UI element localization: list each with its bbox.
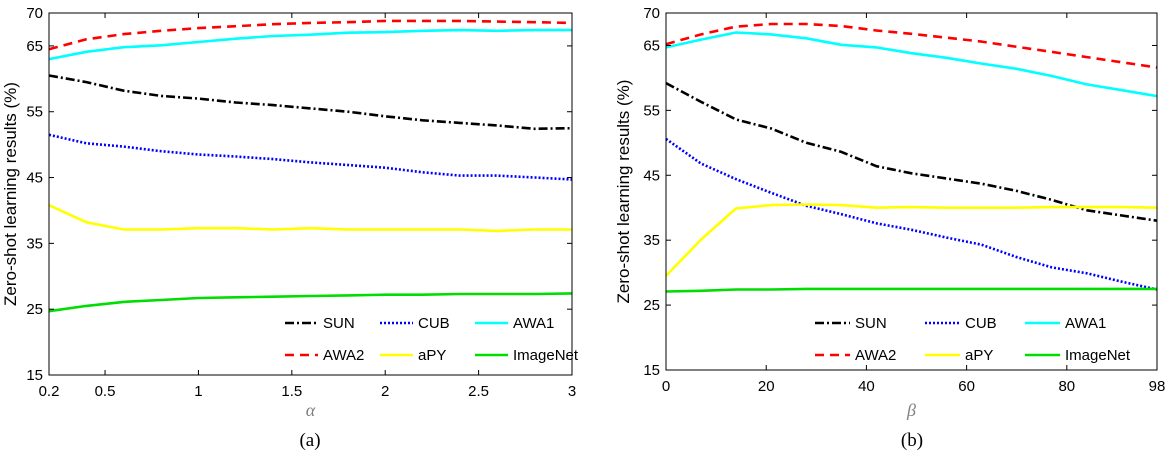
y-tick-label: 35 — [26, 235, 43, 252]
series-layer — [665, 22, 1158, 293]
y-axis-title: Zero-shot learning results (%) — [1, 82, 20, 306]
y-axis: 15 25 35 45 55 65 70 — [26, 5, 572, 384]
x-tick-label: 1.5 — [281, 383, 302, 400]
legend-label: AWA1 — [1065, 315, 1106, 332]
y-tick-label: 55 — [26, 104, 43, 121]
x-tick-label: 60 — [958, 378, 975, 395]
x-tick-label: 1 — [194, 383, 202, 400]
legend: SUN CUB AWA1 AWA2 aPY ImageNet — [285, 315, 579, 364]
legend-label: AWA1 — [513, 315, 554, 332]
y-tick-label: 65 — [643, 37, 660, 54]
series-line-awa2 — [665, 22, 1158, 69]
legend-item-awa1: AWA1 — [475, 315, 554, 332]
plot-frame — [665, 12, 1158, 371]
legend-label: AWA2 — [855, 347, 896, 364]
y-tick-label: 65 — [26, 38, 43, 55]
series-line-cub — [48, 133, 573, 181]
legend-item-cub: CUB — [925, 315, 997, 332]
legend-item-cub: CUB — [380, 315, 450, 332]
x-tick-label: 2.5 — [468, 383, 489, 400]
series-line-imagenet — [48, 292, 573, 313]
y-tick-label: 15 — [26, 367, 43, 384]
x-axis-title: α — [306, 400, 316, 420]
x-tick-label: 2 — [381, 383, 389, 400]
y-tick-label: 25 — [643, 297, 660, 314]
legend-item-imagenet: ImageNet — [1025, 347, 1131, 364]
legend-label: CUB — [965, 315, 997, 332]
series-line-apy — [48, 204, 572, 233]
legend-item-awa2: AWA2 — [285, 347, 364, 364]
legend-label: aPY — [418, 347, 446, 364]
y-tick-label: 15 — [643, 362, 660, 379]
x-tick-label: 98 — [1149, 378, 1166, 395]
chart-panel-a: 0.2 0.5 1 1.5 2 2.5 3 15 25 35 45 55 65 70 SUN CUB AWA… — [1, 5, 579, 451]
y-tick-label: 25 — [26, 301, 43, 318]
x-tick-label: 20 — [758, 378, 775, 395]
x-tick-label: 80 — [1058, 378, 1075, 395]
legend-item-imagenet: ImageNet — [475, 347, 579, 364]
y-tick-label: 70 — [643, 5, 660, 22]
y-tick-label: 45 — [643, 167, 660, 184]
legend-item-awa2: AWA2 — [815, 347, 896, 364]
legend-label: SUN — [855, 315, 887, 332]
legend-label: CUB — [418, 315, 450, 332]
series-layer — [48, 19, 573, 313]
panel-caption: (b) — [901, 430, 923, 451]
series-line-apy — [665, 203, 1158, 277]
legend-label: ImageNet — [1065, 347, 1131, 364]
series-line-sun — [48, 74, 573, 131]
x-axis: 0.2 0.5 1 1.5 2 2.5 3 — [39, 13, 576, 400]
x-tick-label: 0.2 — [39, 383, 60, 400]
series-line-awa1 — [48, 28, 572, 61]
y-axis-title: Zero-shot learning results (%) — [614, 80, 633, 304]
x-tick-label: 0.5 — [95, 383, 116, 400]
legend-item-sun: SUN — [815, 315, 887, 332]
chart-panel-b: 0 20 40 60 80 98 15 25 35 45 55 65 70 SUN CUB AWA1 AWA… — [614, 5, 1165, 451]
legend-item-apy: aPY — [925, 347, 993, 364]
legend-label: ImageNet — [513, 347, 579, 364]
legend-item-sun: SUN — [285, 315, 355, 332]
legend-label: AWA2 — [323, 347, 364, 364]
y-tick-label: 35 — [643, 232, 660, 249]
legend-label: aPY — [965, 347, 993, 364]
x-axis: 0 20 40 60 80 98 — [662, 13, 1166, 395]
legend: SUN CUB AWA1 AWA2 aPY ImageNet — [815, 315, 1131, 364]
plot-frame — [48, 12, 573, 376]
series-line-sun — [665, 81, 1158, 222]
legend-label: SUN — [323, 315, 355, 332]
y-tick-label: 70 — [26, 5, 43, 22]
y-tick-label: 55 — [643, 102, 660, 119]
y-axis: 15 25 35 45 55 65 70 — [643, 5, 1157, 379]
x-tick-label: 0 — [662, 378, 670, 395]
x-axis-title: β — [906, 400, 916, 420]
panel-caption: (a) — [299, 430, 320, 451]
series-line-awa1 — [665, 31, 1158, 98]
series-line-cub — [665, 137, 1158, 291]
legend-item-apy: aPY — [380, 347, 446, 364]
legend-item-awa1: AWA1 — [1025, 315, 1106, 332]
x-tick-label: 40 — [858, 378, 875, 395]
x-tick-label: 3 — [568, 383, 576, 400]
y-tick-label: 45 — [26, 170, 43, 187]
series-line-awa2 — [48, 19, 573, 51]
series-line-imagenet — [665, 287, 1157, 293]
